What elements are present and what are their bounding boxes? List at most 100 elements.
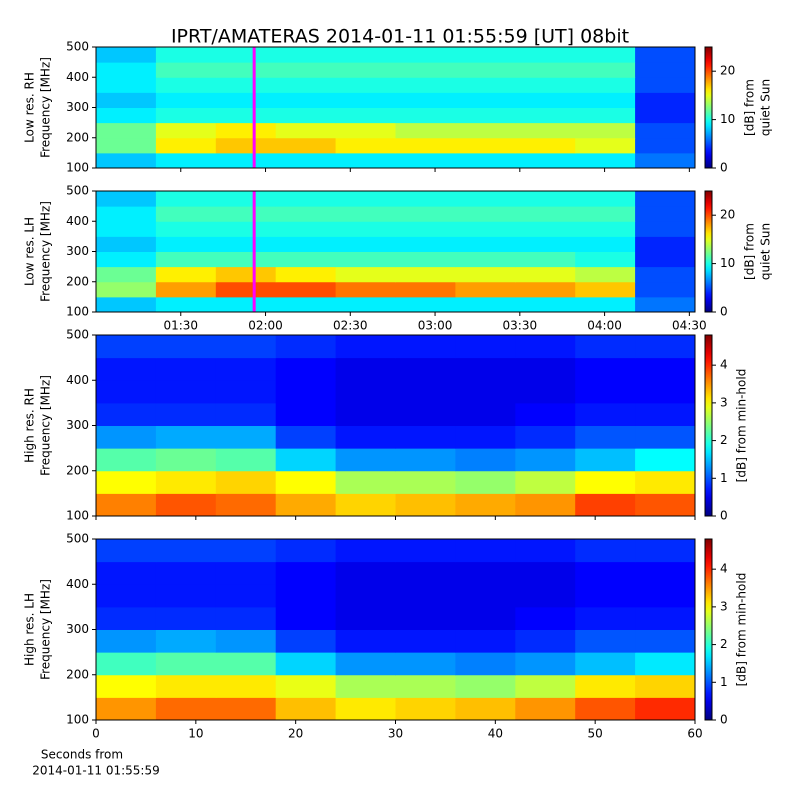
x-tick-label: 20 [288, 727, 303, 741]
y-tick-label: 200 [66, 130, 89, 144]
heatmap-cell [96, 137, 157, 154]
y-tick-label: 500 [66, 328, 89, 342]
heatmap-cell [455, 606, 516, 630]
heatmap-cell [455, 251, 516, 268]
colorbar-label: [dB] from min-hold [735, 369, 749, 483]
heatmap-cell [635, 674, 696, 698]
heatmap-cell [215, 539, 277, 563]
heatmap-cell [96, 493, 157, 517]
y-tick-label: 200 [66, 667, 89, 681]
heatmap-cell [515, 606, 576, 630]
heatmap-cell [96, 47, 157, 63]
heatmap-cell [515, 296, 576, 313]
heatmap-cell [395, 251, 456, 268]
heatmap-cell [635, 448, 696, 472]
heatmap-cell [215, 629, 277, 653]
x-tick-label: 10 [188, 727, 203, 741]
heatmap-cell [575, 584, 636, 608]
heatmap-cell [455, 652, 516, 676]
heatmap-cell [635, 697, 696, 721]
heatmap-cell [96, 296, 157, 313]
heatmap-cell [155, 266, 217, 283]
heatmap-cell [575, 652, 636, 676]
heatmap-cell [96, 206, 157, 222]
heatmap-cell [635, 77, 696, 93]
x-tick-label: 0 [92, 727, 100, 741]
heatmap-cell [455, 266, 516, 283]
y-tick-label: 100 [66, 509, 89, 523]
heatmap-cell [575, 152, 636, 169]
heatmap-cell [635, 380, 696, 404]
heatmap-cell [395, 62, 456, 78]
heatmap-cell [275, 652, 337, 676]
heatmap-cell [395, 629, 456, 653]
heatmap-cell [275, 92, 337, 108]
heatmap-cell [215, 266, 277, 283]
heatmap-cell [155, 77, 217, 93]
heatmap-cell [515, 191, 576, 207]
heatmap-cell [395, 281, 456, 298]
heatmap-cell [215, 584, 277, 608]
heatmap-cell [275, 697, 337, 721]
heatmap-cell [515, 674, 576, 698]
y-axis-label: Frequency [MHz] [39, 375, 53, 476]
heatmap-cell [515, 357, 576, 381]
heatmap-cell [575, 402, 636, 426]
heatmap-cell [275, 62, 337, 78]
y-axis-label: High res. LH [23, 593, 37, 666]
heatmap-cell [455, 357, 516, 381]
heatmap-cell [275, 448, 337, 472]
heatmap-cell [575, 470, 636, 494]
heatmap-cell [395, 296, 456, 313]
heatmap-cell [215, 251, 277, 268]
colorbar-tick-label: 1 [720, 675, 728, 689]
heatmap-cell [96, 92, 157, 108]
colorbar [704, 46, 713, 169]
heatmap-cell [335, 191, 396, 207]
colorbar [704, 538, 713, 721]
heatmap-cell [395, 402, 456, 426]
heatmap-cell [395, 266, 456, 283]
heatmap-cell [335, 77, 396, 93]
heatmap-cell [96, 674, 157, 698]
heatmap-cell [335, 335, 396, 359]
heatmap-cell [335, 92, 396, 108]
heatmap-cell [96, 266, 157, 283]
heatmap-cell [575, 561, 636, 585]
heatmap-cell [455, 77, 516, 93]
heatmap-cell [395, 539, 456, 563]
heatmap-cell [215, 470, 277, 494]
x-axis-label: 2014-01-11 01:55:59 [32, 764, 159, 778]
heatmap-cell [215, 47, 277, 63]
heatmap-cell [635, 107, 696, 124]
y-tick-label: 300 [66, 418, 89, 432]
heatmap-cell [575, 191, 636, 207]
heatmap-cell [635, 191, 696, 207]
colorbar-tick-label: 10 [720, 112, 735, 126]
x-tick-label: 04:30 [672, 319, 707, 333]
heatmap-cell [635, 92, 696, 108]
heatmap-cell [455, 107, 516, 124]
heatmap-cell [455, 674, 516, 698]
colorbar-tick-label: 2 [720, 433, 728, 447]
heatmap-cell [215, 674, 277, 698]
heatmap-cell [515, 697, 576, 721]
colorbar-label: [dB] from [743, 223, 757, 280]
heatmap-cell [155, 584, 217, 608]
heatmap-cell [275, 561, 337, 585]
heatmap-cell [275, 357, 337, 381]
heatmap-cell [635, 402, 696, 426]
x-tick-label: 04:00 [587, 319, 622, 333]
heatmap-cell [515, 266, 576, 283]
y-axis-label: Low res. RH [23, 72, 37, 143]
heatmap-cell [455, 236, 516, 252]
heatmap-cell [96, 221, 157, 237]
heatmap-cell [395, 606, 456, 630]
heatmap-cell [215, 122, 277, 139]
colorbar-label: [dB] from [743, 79, 757, 136]
heatmap-cell [215, 561, 277, 585]
heatmap-cell [335, 152, 396, 169]
heatmap-cell [515, 425, 576, 449]
heatmap-cell [215, 296, 277, 313]
heatmap-cell [395, 652, 456, 676]
